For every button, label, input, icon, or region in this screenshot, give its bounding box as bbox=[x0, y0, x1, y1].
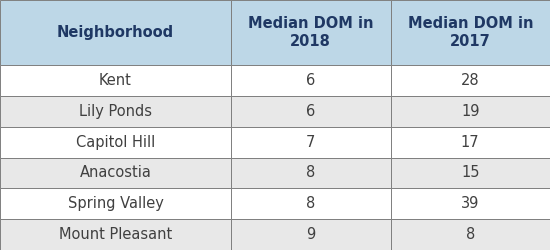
Bar bbox=[0, 188, 231, 219]
Bar bbox=[0, 65, 231, 96]
Bar bbox=[390, 127, 550, 158]
Text: Neighborhood: Neighborhood bbox=[57, 25, 174, 40]
Text: Median DOM in
2017: Median DOM in 2017 bbox=[408, 16, 533, 49]
Text: 8: 8 bbox=[466, 227, 475, 242]
Text: 39: 39 bbox=[461, 196, 480, 211]
Bar bbox=[0, 219, 231, 250]
Bar bbox=[231, 127, 390, 158]
Text: 6: 6 bbox=[306, 73, 315, 88]
Bar bbox=[231, 219, 390, 250]
Bar bbox=[390, 0, 550, 65]
Text: 19: 19 bbox=[461, 104, 480, 119]
Text: Mount Pleasant: Mount Pleasant bbox=[59, 227, 172, 242]
Bar bbox=[390, 96, 550, 127]
Bar bbox=[231, 188, 390, 219]
Text: 15: 15 bbox=[461, 166, 480, 180]
Text: 6: 6 bbox=[306, 104, 315, 119]
Text: Median DOM in
2018: Median DOM in 2018 bbox=[248, 16, 373, 49]
Text: 28: 28 bbox=[461, 73, 480, 88]
Text: 8: 8 bbox=[306, 166, 315, 180]
Bar bbox=[390, 219, 550, 250]
Text: Kent: Kent bbox=[99, 73, 132, 88]
Text: 7: 7 bbox=[306, 134, 316, 150]
Bar bbox=[0, 0, 231, 65]
Bar bbox=[231, 65, 390, 96]
Bar bbox=[390, 188, 550, 219]
Bar bbox=[0, 127, 231, 158]
Text: 9: 9 bbox=[306, 227, 315, 242]
Bar bbox=[231, 0, 390, 65]
Text: Anacostia: Anacostia bbox=[80, 166, 151, 180]
Text: Spring Valley: Spring Valley bbox=[68, 196, 163, 211]
Bar bbox=[390, 65, 550, 96]
Bar bbox=[390, 158, 550, 188]
Text: Lily Ponds: Lily Ponds bbox=[79, 104, 152, 119]
Bar bbox=[0, 96, 231, 127]
Text: 17: 17 bbox=[461, 134, 480, 150]
Bar bbox=[231, 158, 390, 188]
Bar bbox=[0, 158, 231, 188]
Text: Capitol Hill: Capitol Hill bbox=[76, 134, 155, 150]
Text: 8: 8 bbox=[306, 196, 315, 211]
Bar bbox=[231, 96, 390, 127]
